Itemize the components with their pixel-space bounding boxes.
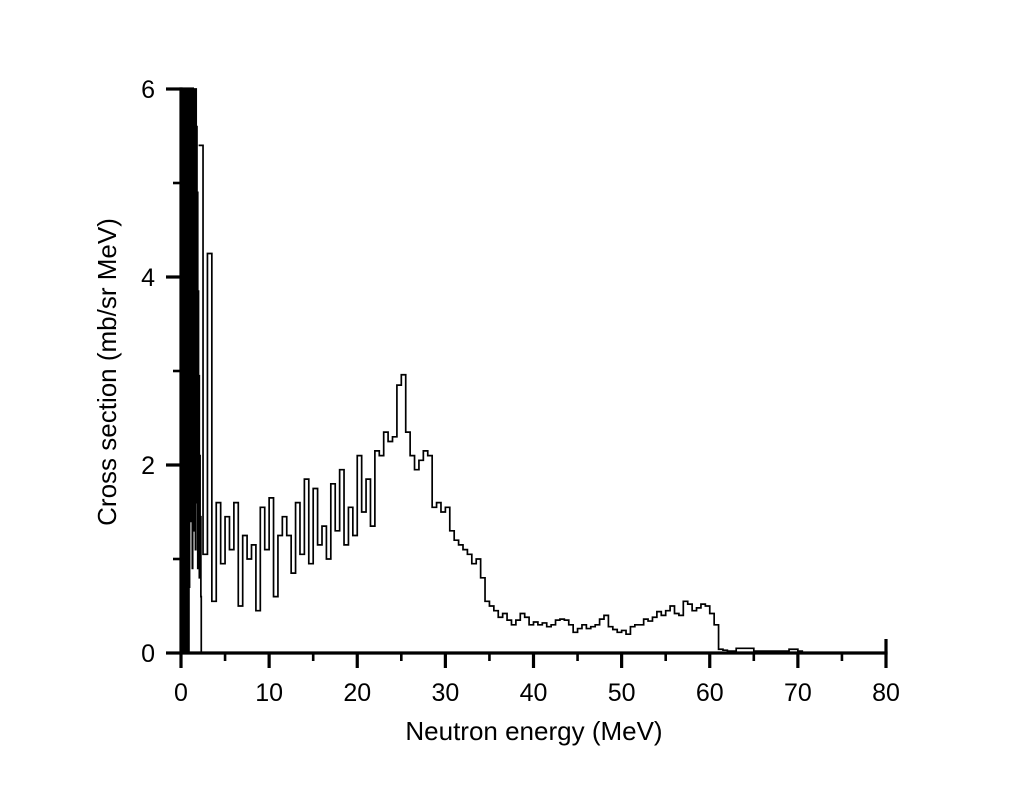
x-axis-ticks	[179, 653, 888, 668]
x-tick-label: 0	[174, 679, 188, 707]
y-axis-tick-labels: 0 2 4 6	[141, 76, 155, 668]
y-axis-ticks	[166, 87, 181, 655]
x-tick-label: 20	[343, 679, 371, 707]
x-tick-label: 10	[255, 679, 283, 707]
x-tick-label: 80	[872, 679, 900, 707]
x-tick-label: 70	[784, 679, 812, 707]
y-tick-label: 4	[141, 264, 155, 292]
x-tick-label: 30	[431, 679, 459, 707]
x-tick-label: 60	[696, 679, 724, 707]
y-tick-label: 6	[141, 76, 155, 104]
spectrum-step-curve	[198, 144, 816, 654]
y-tick-label: 0	[141, 640, 155, 668]
x-axis-title: Neutron energy (MeV)	[405, 716, 662, 746]
y-tick-label: 2	[141, 452, 155, 480]
x-tick-label: 40	[520, 679, 548, 707]
saturated-low-energy-band	[181, 89, 190, 653]
x-tick-label: 50	[608, 679, 636, 707]
y-axis-title: Cross section (mb/sr MeV)	[92, 218, 122, 526]
x-axis-tick-labels: 0 10 20 30 40 50 60 70 80	[174, 679, 900, 707]
